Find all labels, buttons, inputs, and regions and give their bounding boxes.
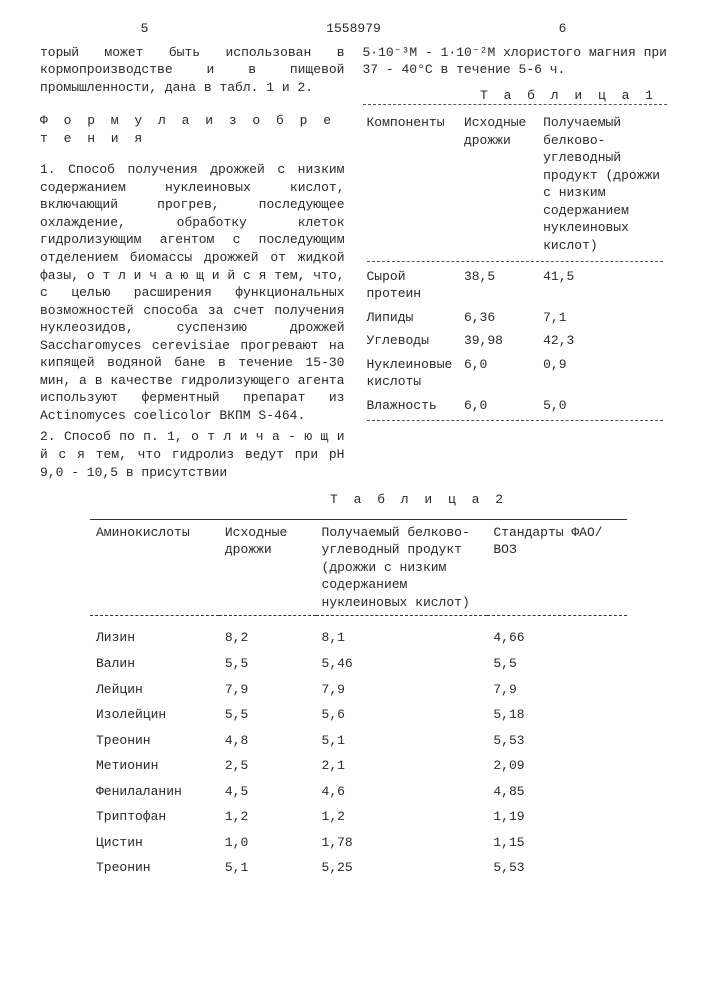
table-row: Треонин5,15,255,53 — [90, 855, 627, 881]
t2-col-a: 5,1 — [219, 855, 316, 881]
t2-col-b: 5,1 — [316, 728, 488, 754]
t2-name: Фенилаланин — [90, 779, 219, 805]
table-row: Цистин1,01,781,15 — [90, 830, 627, 856]
t2-h1: Аминокислоты — [90, 519, 219, 616]
t2-name: Треонин — [90, 855, 219, 881]
t1-col-a: 38,5 — [460, 265, 539, 306]
table-row: Лейцин7,97,97,9 — [90, 677, 627, 703]
t1-name: Углеводы — [363, 329, 460, 353]
t1-col-a: 6,0 — [460, 353, 539, 394]
t1-h1: Компоненты — [363, 111, 460, 257]
t1-name: Сырой протеин — [363, 265, 460, 306]
t2-col-b: 4,6 — [316, 779, 488, 805]
t1-name: Нуклеиновые кислоты — [363, 353, 460, 394]
t2-col-b: 5,25 — [316, 855, 488, 881]
t2-col-a: 5,5 — [219, 651, 316, 677]
t2-col-a: 4,5 — [219, 779, 316, 805]
table-1: Компоненты Исходные дрожжи Получаемый бе… — [363, 111, 668, 424]
table-row: Треонин4,85,15,53 — [90, 728, 627, 754]
page-num-right: 6 — [458, 20, 667, 38]
t2-col-b: 2,1 — [316, 753, 488, 779]
t1-name: Липиды — [363, 306, 460, 330]
t2-col-a: 1,2 — [219, 804, 316, 830]
t2-name: Лейцин — [90, 677, 219, 703]
t1-col-a: 6,0 — [460, 394, 539, 418]
formula-heading: Ф о р м у л а и з о б р е т е н и я — [40, 112, 345, 147]
t2-name: Триптофан — [90, 804, 219, 830]
table-row: Метионин2,52,12,09 — [90, 753, 627, 779]
t2-col-a: 2,5 — [219, 753, 316, 779]
t2-col-c: 5,18 — [487, 702, 627, 728]
table-row: Сырой протеин38,541,5 — [363, 265, 668, 306]
t2-name: Треонин — [90, 728, 219, 754]
continuation-paragraph: 5·10⁻³М - 1·10⁻²М хлористого магния при … — [363, 44, 668, 79]
claim-1: 1. Способ получения дрожжей с низким сод… — [40, 161, 345, 424]
t2-col-c: 5,5 — [487, 651, 627, 677]
intro-paragraph: торый может быть использован в кормопрои… — [40, 44, 345, 97]
t2-col-c: 5,53 — [487, 855, 627, 881]
table-row: Углеводы39,9842,3 — [363, 329, 668, 353]
t2-col-c: 5,53 — [487, 728, 627, 754]
t1-h3: Получаемый белково-углеводный продукт (д… — [539, 111, 667, 257]
t2-col-c: 4,66 — [487, 625, 627, 651]
t2-name: Цистин — [90, 830, 219, 856]
t2-col-a: 8,2 — [219, 625, 316, 651]
t2-col-b: 1,2 — [316, 804, 488, 830]
table2-label: Т а б л и ц а 2 — [210, 491, 627, 509]
t1-col-b: 5,0 — [539, 394, 667, 418]
t2-name: Изолейцин — [90, 702, 219, 728]
t2-name: Валин — [90, 651, 219, 677]
t2-col-b: 5,46 — [316, 651, 488, 677]
t2-col-b: 1,78 — [316, 830, 488, 856]
t2-col-c: 2,09 — [487, 753, 627, 779]
t2-col-a: 7,9 — [219, 677, 316, 703]
patent-number: 1558979 — [249, 20, 458, 38]
page-header: 5 1558979 6 — [40, 20, 667, 38]
table-row: Липиды6,367,1 — [363, 306, 668, 330]
t2-col-c: 1,19 — [487, 804, 627, 830]
claim-2: 2. Способ по п. 1, о т л и ч а - ю щ и й… — [40, 428, 345, 481]
table-2: Аминокислоты Исходные дрожжи Получаемый … — [90, 519, 627, 881]
table-row: Фенилаланин4,54,64,85 — [90, 779, 627, 805]
table-row: Влажность6,05,0 — [363, 394, 668, 418]
t1-name: Влажность — [363, 394, 460, 418]
table-row: Нуклеиновые кислоты6,00,9 — [363, 353, 668, 394]
t1-col-b: 41,5 — [539, 265, 667, 306]
table-row: Лизин8,28,14,66 — [90, 625, 627, 651]
table-row: Изолейцин5,55,65,18 — [90, 702, 627, 728]
t2-col-a: 4,8 — [219, 728, 316, 754]
t2-col-a: 5,5 — [219, 702, 316, 728]
t2-h4: Стандарты ФАО/ВОЗ — [487, 519, 627, 616]
table1-label: Т а б л и ц а 1 — [363, 87, 668, 105]
t2-h2: Исходные дрожжи — [219, 519, 316, 616]
t2-col-b: 5,6 — [316, 702, 488, 728]
t2-col-b: 8,1 — [316, 625, 488, 651]
t2-col-c: 7,9 — [487, 677, 627, 703]
table-row: Валин5,55,465,5 — [90, 651, 627, 677]
table-row: Триптофан1,21,21,19 — [90, 804, 627, 830]
page-num-left: 5 — [40, 20, 249, 38]
t2-col-a: 1,0 — [219, 830, 316, 856]
t1-col-b: 0,9 — [539, 353, 667, 394]
t1-h2: Исходные дрожжи — [460, 111, 539, 257]
t2-name: Лизин — [90, 625, 219, 651]
t2-col-c: 1,15 — [487, 830, 627, 856]
t1-col-b: 42,3 — [539, 329, 667, 353]
t2-name: Метионин — [90, 753, 219, 779]
t2-col-c: 4,85 — [487, 779, 627, 805]
right-column: 5·10⁻³М - 1·10⁻²М хлористого магния при … — [363, 38, 668, 482]
t1-col-b: 7,1 — [539, 306, 667, 330]
left-column: торый может быть использован в кормопрои… — [40, 38, 345, 482]
table-2-wrapper: Т а б л и ц а 2 Аминокислоты Исходные др… — [90, 491, 627, 881]
t1-col-a: 39,98 — [460, 329, 539, 353]
t2-col-b: 7,9 — [316, 677, 488, 703]
t2-h3: Получаемый белково-углеводный продукт (д… — [316, 519, 488, 616]
t1-col-a: 6,36 — [460, 306, 539, 330]
